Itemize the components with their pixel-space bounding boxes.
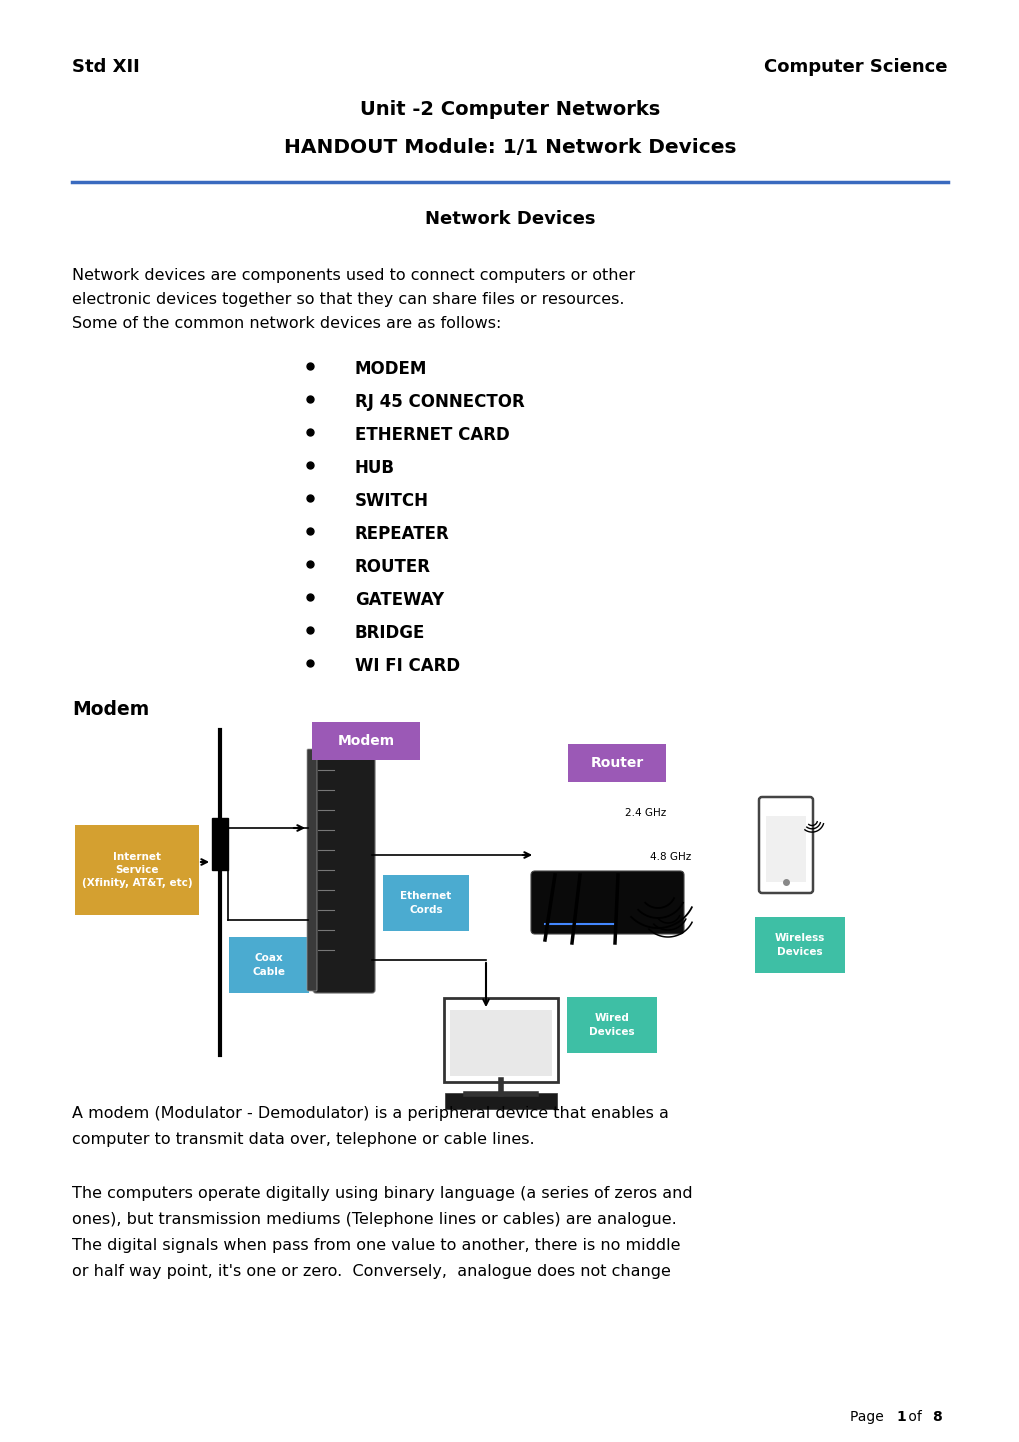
FancyBboxPatch shape [229, 937, 309, 994]
FancyBboxPatch shape [307, 748, 317, 991]
Text: Some of the common network devices are as follows:: Some of the common network devices are a… [72, 316, 501, 332]
FancyBboxPatch shape [312, 722, 420, 760]
FancyBboxPatch shape [313, 747, 375, 994]
FancyBboxPatch shape [444, 1093, 556, 1109]
Text: ETHERNET CARD: ETHERNET CARD [355, 425, 510, 444]
Text: MODEM: MODEM [355, 360, 427, 378]
Text: The computers operate digitally using binary language (a series of zeros and: The computers operate digitally using bi… [72, 1185, 692, 1201]
FancyBboxPatch shape [449, 1009, 551, 1076]
Text: Modem: Modem [337, 734, 394, 748]
FancyBboxPatch shape [765, 816, 805, 883]
Text: electronic devices together so that they can share files or resources.: electronic devices together so that they… [72, 291, 624, 307]
Text: Page: Page [849, 1410, 888, 1425]
FancyBboxPatch shape [567, 996, 656, 1053]
FancyBboxPatch shape [531, 871, 684, 934]
Text: A modem (Modulator - Demodulator) is a peripheral device that enables a: A modem (Modulator - Demodulator) is a p… [72, 1106, 668, 1120]
FancyBboxPatch shape [382, 875, 469, 932]
Text: Unit -2 Computer Networks: Unit -2 Computer Networks [360, 99, 659, 120]
FancyBboxPatch shape [758, 797, 812, 893]
Text: Modem: Modem [72, 699, 149, 720]
Text: 8: 8 [931, 1410, 941, 1425]
Text: Wired
Devices: Wired Devices [589, 1014, 634, 1037]
Text: GATEWAY: GATEWAY [355, 591, 443, 609]
FancyBboxPatch shape [443, 998, 557, 1082]
Text: Wireless
Devices: Wireless Devices [774, 933, 824, 956]
Text: Computer Science: Computer Science [764, 58, 947, 76]
Text: HUB: HUB [355, 459, 394, 477]
Text: Network devices are components used to connect computers or other: Network devices are components used to c… [72, 268, 635, 283]
FancyBboxPatch shape [754, 917, 844, 973]
Text: 1: 1 [895, 1410, 905, 1425]
Text: SWITCH: SWITCH [355, 492, 429, 510]
Text: ROUTER: ROUTER [355, 558, 431, 575]
Text: WI FI CARD: WI FI CARD [355, 658, 460, 675]
Text: Ethernet
Cords: Ethernet Cords [400, 891, 451, 914]
Text: HANDOUT Module: 1/1 Network Devices: HANDOUT Module: 1/1 Network Devices [283, 138, 736, 157]
Text: ones), but transmission mediums (Telephone lines or cables) are analogue.: ones), but transmission mediums (Telepho… [72, 1211, 676, 1227]
Text: computer to transmit data over, telephone or cable lines.: computer to transmit data over, telephon… [72, 1132, 534, 1146]
Text: BRIDGE: BRIDGE [355, 624, 425, 642]
Text: The digital signals when pass from one value to another, there is no middle: The digital signals when pass from one v… [72, 1239, 680, 1253]
Text: of: of [903, 1410, 925, 1425]
Text: or half way point, it's one or zero.  Conversely,  analogue does not change: or half way point, it's one or zero. Con… [72, 1265, 671, 1279]
Text: Network Devices: Network Devices [424, 211, 595, 228]
Text: 4.8 GHz: 4.8 GHz [649, 852, 691, 862]
Text: REPEATER: REPEATER [355, 525, 449, 544]
Text: Std XII: Std XII [72, 58, 140, 76]
FancyBboxPatch shape [568, 744, 665, 782]
FancyBboxPatch shape [75, 825, 199, 916]
Text: RJ 45 CONNECTOR: RJ 45 CONNECTOR [355, 394, 524, 411]
Text: Router: Router [590, 756, 643, 770]
Text: 2.4 GHz: 2.4 GHz [625, 808, 665, 818]
Text: Internet
Service
(Xfinity, AT&T, etc): Internet Service (Xfinity, AT&T, etc) [82, 852, 193, 888]
Text: Coax
Cable: Coax Cable [253, 953, 285, 976]
FancyBboxPatch shape [212, 818, 228, 870]
